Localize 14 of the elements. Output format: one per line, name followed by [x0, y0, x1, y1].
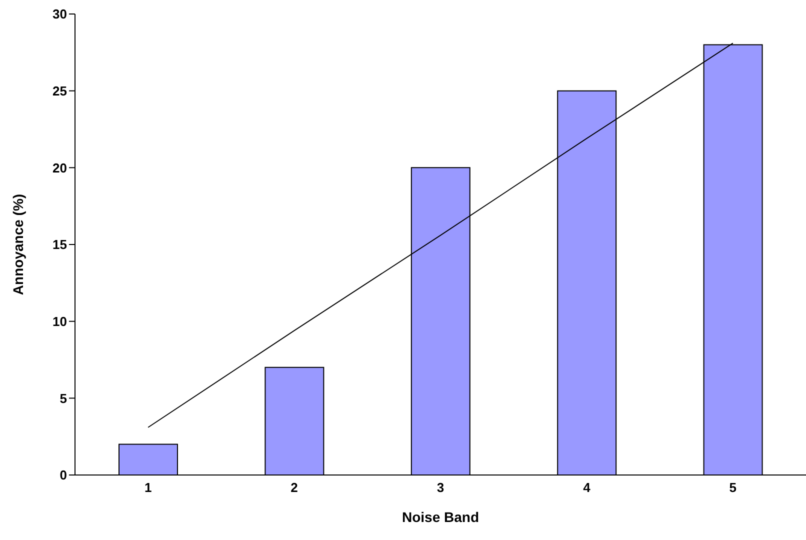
y-tick-label: 10	[52, 314, 67, 329]
x-tick-label: 1	[144, 480, 152, 496]
y-axis-title: Annoyance (%)	[10, 194, 26, 296]
x-tick-label: 5	[729, 480, 737, 496]
y-tick-label: 15	[52, 237, 67, 252]
x-axis-title: Noise Band	[402, 509, 480, 525]
y-tick-label: 0	[60, 468, 67, 483]
y-tick-label: 30	[52, 6, 67, 22]
y-tick-label: 20	[52, 160, 67, 176]
x-tick-label: 4	[583, 480, 592, 496]
y-tick-label: 25	[52, 83, 67, 98]
y-tick-label: 5	[60, 390, 67, 406]
x-tick-label: 3	[436, 480, 444, 496]
x-tick-label: 2	[290, 480, 298, 496]
